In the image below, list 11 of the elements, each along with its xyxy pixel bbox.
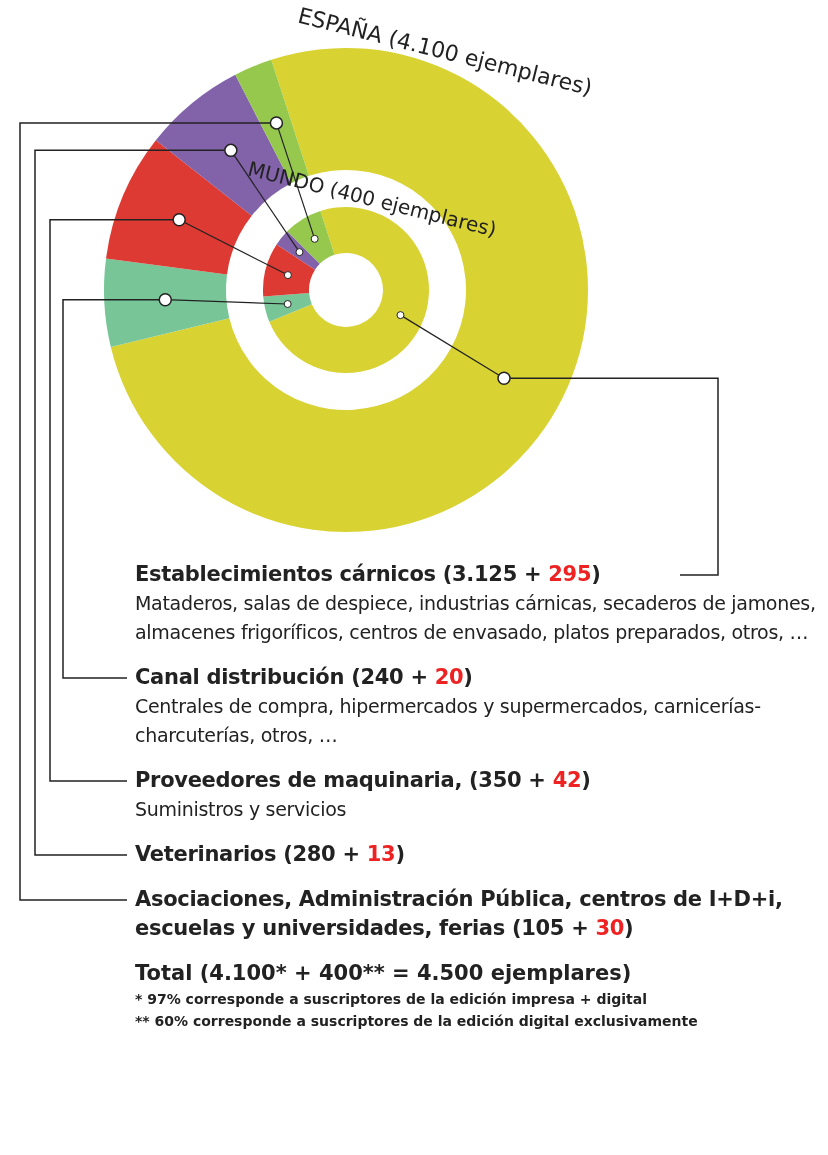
text: Total (4.100* + 400** = 4.500 ejemplares) xyxy=(135,960,633,987)
slice-label: Establecimientos cárnicos (3.125 + 295) xyxy=(135,561,602,588)
slice-label: Veterinarios (280 + 13) xyxy=(135,841,406,868)
slice-label: Proveedores de maquinaria, (350 + 42) xyxy=(135,767,592,794)
text: ** 60% corresponde a suscriptores de la edición digital exclusivamente xyxy=(135,1012,699,1031)
slice-label: Canal distribución (240 + 20) xyxy=(135,664,474,691)
text: Suministros y servicios xyxy=(135,798,347,820)
text: Centrales de compra, hipermercados y supermercados, carnicerías-charcuterías, otros, … xyxy=(135,695,761,746)
text: * 97% corresponde a suscriptores de la edición impresa + digital xyxy=(135,990,649,1009)
text: Mataderos, salas de despiece, industrias cárnicas, secaderos de jamones, almacenes frigoríficos, centros de envasado, platos preparados, otros, … xyxy=(135,592,816,643)
slice-label: Asociaciones, Administración Pública, centros de I+D+i, escuelas y universidades, ferias (105 + 30) xyxy=(135,886,784,942)
